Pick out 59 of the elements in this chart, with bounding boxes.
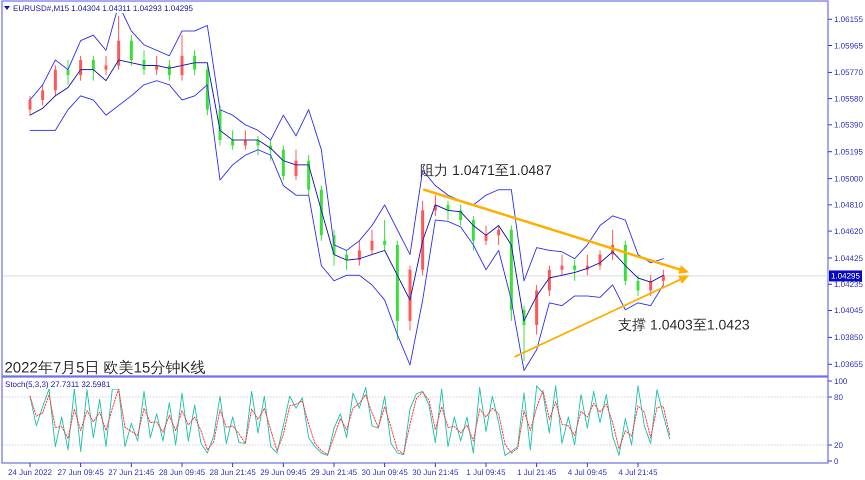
x-tick-label: 4 Jul 21:45 <box>618 468 658 477</box>
candlestick <box>54 64 57 96</box>
x-tick-label: 24 Jun 2022 <box>8 468 53 477</box>
x-tick-label: 28 Jun 21:45 <box>210 468 256 477</box>
candlestick <box>497 225 500 246</box>
y-tick-label: 1.06155 <box>834 15 864 24</box>
x-tick-label: 29 Jun 09:45 <box>260 468 308 477</box>
x-tick-label: 30 Jun 21:45 <box>412 468 460 477</box>
y-tick-label: 1.05000 <box>834 174 864 184</box>
candlestick <box>383 220 386 251</box>
annotation: 2022年7月5日 欧美15分钟K线 <box>4 359 206 376</box>
y-tick-label: 80 <box>834 392 844 402</box>
candlestick <box>244 130 247 150</box>
candlestick <box>28 95 32 116</box>
x-tick-label: 4 Jul 09:45 <box>568 468 608 477</box>
y-tick-label: 1.05770 <box>834 68 864 78</box>
candlestick <box>636 274 640 296</box>
candlestick <box>231 130 234 150</box>
chart-title: Stoch(5,3,3) 27.7311 32.5981 <box>5 380 111 389</box>
y-tick-label: 1.05390 <box>834 120 864 130</box>
candlestick <box>662 269 665 286</box>
y-tick-label: 0 <box>834 456 839 466</box>
candlestick <box>193 50 196 76</box>
candlestick <box>66 59 70 86</box>
y-tick-label: 1.05580 <box>834 94 864 104</box>
x-tick-label: 1 Jul 21:45 <box>517 468 557 477</box>
annotation: 阻力 1.0471至1.0487 <box>420 162 552 178</box>
chart-title: EURUSD#,M15 1.04304 1.04311 1.04293 1.04295 <box>13 4 194 13</box>
y-tick-label: 20 <box>834 440 844 450</box>
candlestick <box>104 55 108 76</box>
y-tick-label: 1.04235 <box>834 280 864 290</box>
candlestick <box>41 84 44 106</box>
candlestick <box>484 225 488 246</box>
y-tick-label: 1.03655 <box>834 360 864 370</box>
y-tick-label: 1.04425 <box>834 254 864 263</box>
x-tick-label: 28 Jun 09:45 <box>158 468 206 477</box>
y-tick-label: 1.05195 <box>834 148 864 157</box>
candlestick <box>294 149 298 181</box>
y-tick-label: 1.04810 <box>834 200 864 210</box>
x-tick-label: 30 Jun 09:45 <box>362 468 408 477</box>
candlestick <box>548 265 551 296</box>
x-tick-label: 29 Jun 21:45 <box>310 468 358 477</box>
candlestick <box>180 34 184 82</box>
y-tick-label: 1.04620 <box>834 226 864 236</box>
y-tick-label: 100 <box>834 376 848 386</box>
x-tick-label: 1 Jul 09:45 <box>466 468 506 477</box>
y-tick-label: 1.04045 <box>834 306 864 316</box>
x-tick-label: 27 Jun 09:45 <box>58 468 104 477</box>
candlestick <box>92 55 95 82</box>
ref-line-label: 1.04295 <box>831 272 860 281</box>
candlestick <box>370 229 374 256</box>
candlestick <box>560 254 564 276</box>
candlestick <box>573 260 576 282</box>
annotation: 支撑 1.0403至1.0423 <box>618 316 750 332</box>
y-tick-label: 1.05965 <box>834 41 864 50</box>
candlestick <box>472 215 475 251</box>
candlestick <box>130 34 133 66</box>
x-tick-label: 27 Jun 21:45 <box>108 468 156 477</box>
y-tick-label: 1.03850 <box>834 333 864 342</box>
